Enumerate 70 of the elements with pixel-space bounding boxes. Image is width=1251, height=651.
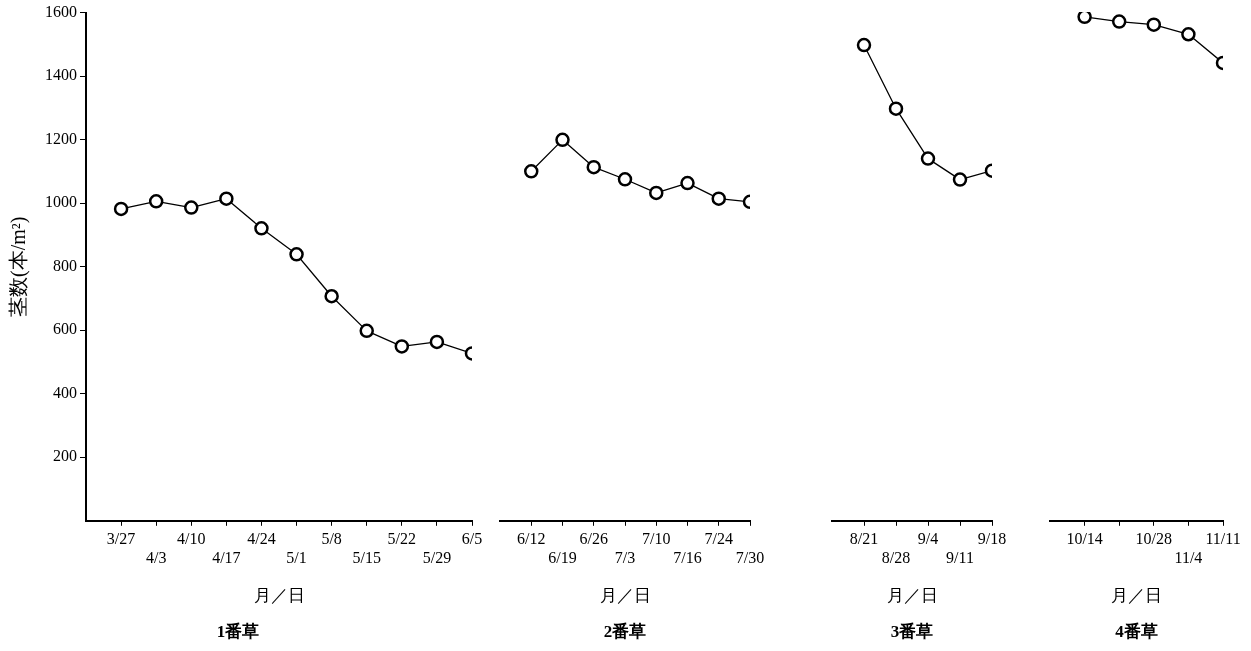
point xyxy=(324,288,339,304)
y-tick-label: 800 xyxy=(53,256,77,274)
point xyxy=(711,191,726,206)
x-tick-label: 7/3 xyxy=(614,548,636,566)
x-tick-label: 6/12 xyxy=(517,529,546,547)
x-tick-label: 7/16 xyxy=(673,548,702,566)
point xyxy=(920,151,936,166)
point xyxy=(1111,14,1127,29)
x-tick-label: 5/8 xyxy=(321,529,342,547)
y-tick-label: 400 xyxy=(53,383,77,401)
point xyxy=(617,172,633,187)
x-tick-label: 4/10 xyxy=(177,529,206,547)
point xyxy=(1077,12,1092,25)
text: 2番草 xyxy=(603,622,647,642)
x-tick-label: 9/11 xyxy=(946,548,974,566)
point xyxy=(1146,17,1162,32)
x-tick-label: 3/27 xyxy=(106,529,136,547)
point xyxy=(952,172,968,187)
point xyxy=(113,201,129,217)
point xyxy=(219,191,234,206)
y-axis-title: 茎数(本/m²) xyxy=(7,216,31,317)
x-axis-title: 月／日 xyxy=(886,585,938,605)
point xyxy=(888,101,904,116)
point xyxy=(680,175,695,191)
point xyxy=(586,159,601,175)
x-tick-label: 8/28 xyxy=(881,548,911,566)
text: 3番草 xyxy=(890,622,934,642)
x-tick-label: 11/4 xyxy=(1174,548,1203,566)
x-tick-label: 6/19 xyxy=(548,548,577,566)
y-tick-label: 1000 xyxy=(45,193,77,211)
x-tick-label: 4/24 xyxy=(247,529,276,547)
x-tick-label: 6/26 xyxy=(579,529,608,547)
text: 4番草 xyxy=(1115,622,1158,642)
text: 1番草 xyxy=(216,622,260,642)
x-tick-label: 10/28 xyxy=(1135,529,1173,547)
x-tick-label: 7/24 xyxy=(704,529,733,547)
x-tick-label: 11/11 xyxy=(1205,529,1241,547)
x-tick-label: 10/14 xyxy=(1066,529,1103,547)
y-tick-label: 1200 xyxy=(45,129,77,147)
x-tick-label: 5/15 xyxy=(352,548,381,566)
point xyxy=(289,247,304,262)
point xyxy=(394,339,410,354)
point xyxy=(524,164,539,179)
x-tick-label: 9/18 xyxy=(977,529,1007,547)
point xyxy=(555,132,570,148)
x-tick-label: 5/1 xyxy=(286,548,307,566)
x-tick-label: 6/5 xyxy=(461,529,483,547)
point xyxy=(184,200,199,215)
x-axis-title: 月／日 xyxy=(1111,585,1162,605)
point xyxy=(254,221,269,236)
x-tick-label: 7/10 xyxy=(642,529,671,547)
point xyxy=(856,37,872,53)
x-tick-label: 8/21 xyxy=(849,529,879,547)
point xyxy=(429,334,445,350)
y-tick-label: 600 xyxy=(53,320,77,338)
x-tick-label: 5/29 xyxy=(422,548,452,566)
x-tick-label: 7/30 xyxy=(735,548,765,566)
x-tick-label: 4/17 xyxy=(212,548,241,566)
y-tick-label: 200 xyxy=(53,447,77,465)
y-tick-label: 1600 xyxy=(45,2,77,20)
point xyxy=(649,185,664,201)
point xyxy=(148,194,164,209)
point xyxy=(359,323,374,339)
x-tick-label: 5/22 xyxy=(387,529,417,547)
x-tick-label: 4/3 xyxy=(145,548,167,566)
x-tick-label: 9/4 xyxy=(917,529,939,547)
x-axis-title: 月／日 xyxy=(253,585,305,605)
point xyxy=(1181,27,1196,42)
x-axis-title: 月／日 xyxy=(599,585,651,605)
y-tick-label: 1400 xyxy=(45,66,77,84)
